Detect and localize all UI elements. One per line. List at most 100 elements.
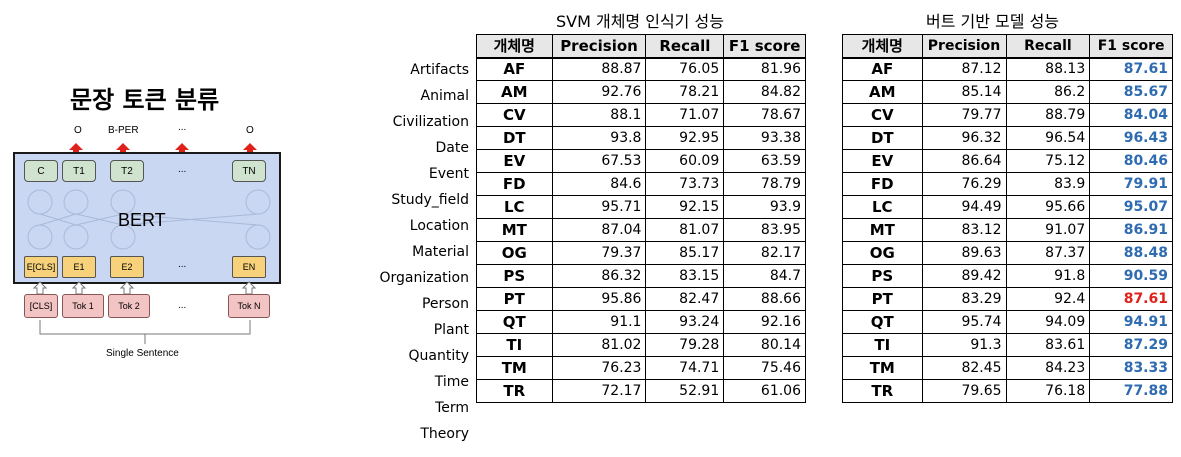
precision-cell: 91.1 <box>551 310 647 334</box>
entity-code: TR <box>476 379 553 403</box>
table-row: DT 93.8 92.95 93.38 <box>476 126 806 150</box>
row-label: Quantity <box>408 348 470 364</box>
header-precision: Precision <box>551 34 647 59</box>
table-row: DT 96.32 96.54 96.43 <box>842 126 1173 150</box>
entity-code: PS <box>476 264 553 288</box>
row-label: Plant <box>433 322 469 338</box>
precision-cell: 79.77 <box>921 103 1007 127</box>
recall-cell: 71.07 <box>645 103 725 127</box>
entity-code: AF <box>842 57 923 81</box>
embed-token-e2: E2 <box>110 256 144 278</box>
entity-code: LC <box>476 195 553 219</box>
entity-code: DT <box>842 126 923 150</box>
output-label-0: O <box>74 125 82 136</box>
precision-cell: 94.49 <box>921 195 1007 219</box>
up-arrow-icon <box>71 281 87 295</box>
input-token-n: Tok N <box>228 294 270 318</box>
output-label-2: ... <box>178 122 187 133</box>
recall-cell: 93.24 <box>645 310 725 334</box>
f1-cell: 95.07 <box>1089 195 1173 219</box>
f1-cell: 61.06 <box>723 379 806 403</box>
recall-cell: 92.15 <box>645 195 725 219</box>
header-precision: Precision <box>921 34 1007 59</box>
red-arrow-icon <box>243 143 257 156</box>
entity-code: AM <box>476 80 553 104</box>
precision-cell: 67.53 <box>551 149 647 173</box>
f1-cell: 88.66 <box>723 287 806 311</box>
row-label: Organization <box>379 270 469 286</box>
f1-cell: 85.67 <box>1089 80 1173 104</box>
input-token-2: Tok 2 <box>108 294 150 318</box>
row-label: Time <box>434 374 469 390</box>
f1-cell: 75.46 <box>723 356 806 380</box>
input-token-cls: [CLS] <box>24 294 58 318</box>
precision-cell: 92.76 <box>551 80 647 104</box>
entity-code: QT <box>476 310 553 334</box>
recall-cell: 82.47 <box>645 287 725 311</box>
table-row: PS 89.42 91.8 90.59 <box>842 264 1173 288</box>
f1-cell: 80.14 <box>723 333 806 357</box>
precision-cell: 96.32 <box>921 126 1007 150</box>
recall-cell: 74.71 <box>645 356 725 380</box>
entity-code: CV <box>842 103 923 127</box>
precision-cell: 88.87 <box>551 57 647 81</box>
f1-cell: 78.67 <box>723 103 806 127</box>
table-row: FD 76.29 83.9 79.91 <box>842 172 1173 196</box>
precision-cell: 89.42 <box>921 264 1007 288</box>
top-token-t1: T1 <box>62 160 96 182</box>
recall-cell: 92.4 <box>1005 287 1091 311</box>
recall-cell: 87.37 <box>1005 241 1091 265</box>
precision-cell: 87.12 <box>921 57 1007 81</box>
table-row: QT 95.74 94.09 94.91 <box>842 310 1173 334</box>
top-token-c: C <box>24 160 58 182</box>
entity-code: MT <box>842 218 923 242</box>
f1-cell: 87.61 <box>1089 287 1173 311</box>
f1-cell: 84.82 <box>723 80 806 104</box>
entity-code: FD <box>842 172 923 196</box>
f1-cell: 77.88 <box>1089 379 1173 403</box>
row-label: Term <box>435 400 469 416</box>
entity-code: AF <box>476 57 553 81</box>
entity-code: AM <box>842 80 923 104</box>
f1-cell: 84.7 <box>723 264 806 288</box>
up-arrow-icon <box>119 281 135 295</box>
table-row: TI 81.02 79.28 80.14 <box>476 333 806 357</box>
f1-cell: 84.04 <box>1089 103 1173 127</box>
f1-cell: 87.29 <box>1089 333 1173 357</box>
embed-token-e1: E1 <box>62 256 96 278</box>
recall-cell: 91.07 <box>1005 218 1091 242</box>
row-label: Theory <box>420 426 469 442</box>
top-token-t2: T2 <box>110 160 144 182</box>
row-label: Animal <box>420 88 469 104</box>
table-row: TM 82.45 84.23 83.33 <box>842 356 1173 380</box>
entity-code: PT <box>476 287 553 311</box>
entity-code: DT <box>476 126 553 150</box>
table-header-row: 개체명 Precision Recall F1 score <box>476 34 806 59</box>
header-f1: F1 score <box>723 34 806 59</box>
table-row: EV 86.64 75.12 80.46 <box>842 149 1173 173</box>
recall-cell: 88.79 <box>1005 103 1091 127</box>
recall-cell: 95.66 <box>1005 195 1091 219</box>
precision-cell: 91.3 <box>921 333 1007 357</box>
row-label: Study_field <box>391 192 469 208</box>
entity-code: QT <box>842 310 923 334</box>
f1-cell: 82.17 <box>723 241 806 265</box>
embed-token-cls: E[CLS] <box>24 256 58 278</box>
f1-cell: 90.59 <box>1089 264 1173 288</box>
precision-cell: 89.63 <box>921 241 1007 265</box>
row-label: Person <box>421 296 469 312</box>
recall-cell: 91.8 <box>1005 264 1091 288</box>
f1-cell: 87.61 <box>1089 57 1173 81</box>
network-lines <box>27 189 271 250</box>
precision-cell: 85.14 <box>921 80 1007 104</box>
red-arrow-icon <box>116 143 130 156</box>
entity-code: EV <box>842 149 923 173</box>
recall-cell: 96.54 <box>1005 126 1091 150</box>
f1-cell: 86.91 <box>1089 218 1173 242</box>
entity-code: TI <box>842 333 923 357</box>
entity-code: MT <box>476 218 553 242</box>
recall-cell: 73.73 <box>645 172 725 196</box>
input-token-1: Tok 1 <box>62 294 104 318</box>
bert-label: BERT <box>118 210 166 230</box>
entity-code: TM <box>476 356 553 380</box>
